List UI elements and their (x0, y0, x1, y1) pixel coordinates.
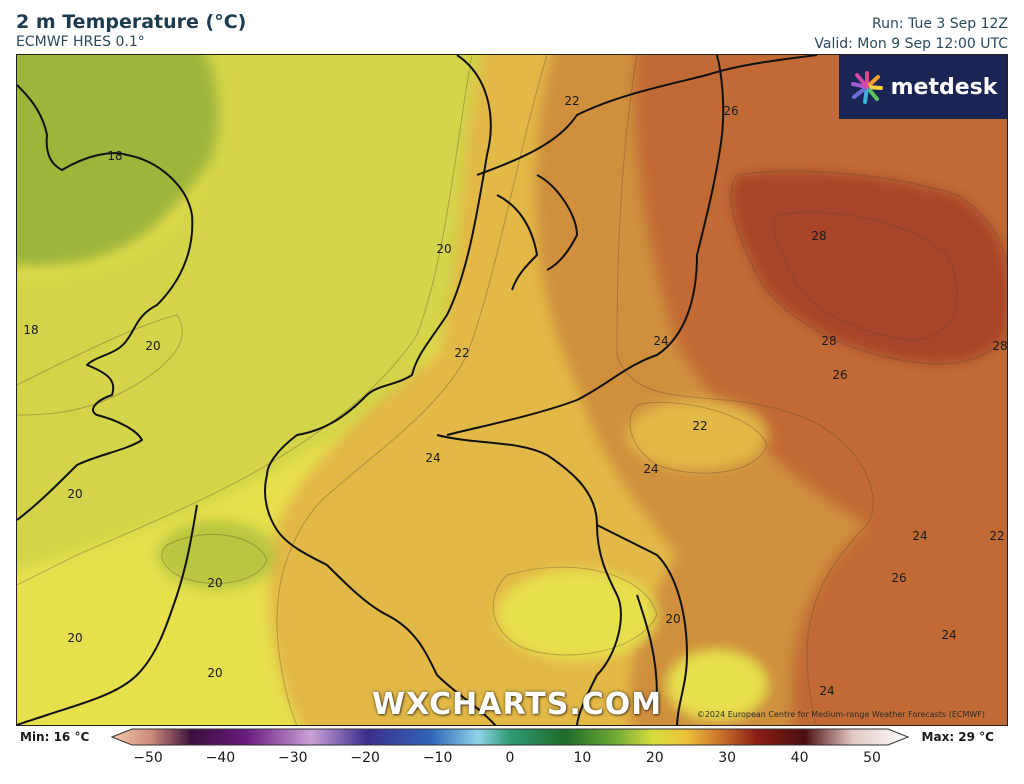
scale-tick-label: 20 (645, 750, 664, 766)
color-scale-bar (110, 728, 910, 746)
contour-label: 20 (436, 242, 451, 256)
contour-label: 24 (819, 684, 834, 698)
contour-label: 22 (454, 346, 469, 360)
scale-tick-label: 0 (505, 750, 515, 766)
contour-label: 20 (665, 612, 680, 626)
contour-label: 20 (67, 487, 82, 501)
contour-label: 24 (425, 451, 440, 465)
scale-tick-label: −30 (278, 750, 308, 766)
model-name: ECMWF HRES 0.1° (16, 34, 145, 50)
scale-tick-label: 50 (863, 750, 881, 766)
contour-label: 24 (912, 529, 927, 543)
contour-labels: 22 26 18 28 20 18 20 22 24 28 28 26 22 24 24 20 24 22 20 26… (23, 94, 1007, 698)
contour-label: 28 (811, 229, 826, 243)
valid-time: Valid: Mon 9 Sep 12:00 UTC (814, 36, 1008, 52)
min-temperature: Min: 16 °C (20, 730, 90, 744)
contour-label: 18 (107, 149, 122, 163)
run-time: Run: Tue 3 Sep 12Z (872, 16, 1008, 32)
contour-label: 24 (653, 334, 668, 348)
contour-label: 26 (723, 104, 738, 118)
contour-label: 22 (989, 529, 1004, 543)
contour-label: 20 (145, 339, 160, 353)
contour-label: 20 (67, 631, 82, 645)
scale-tick-label: −40 (205, 750, 236, 766)
temperature-map[interactable]: 22 26 18 28 20 18 20 22 24 28 28 26 22 24 24 20 24 22 20 26… (16, 54, 1008, 726)
chart-header: 2 m Temperature (°C) ECMWF HRES 0.1° (16, 10, 246, 51)
metdesk-wordmark: metdesk (890, 74, 998, 100)
coastlines-borders (17, 55, 818, 725)
contour-label: 24 (643, 462, 658, 476)
color-scale-legend: Min: 16 °C Max: 29 °C −50 −40 −30 −20 −10 0 10… (0, 726, 1024, 784)
temperature-field (17, 55, 1007, 725)
contour-label: 24 (941, 628, 956, 642)
contour-label: 26 (891, 571, 906, 585)
contour-label: 28 (992, 339, 1007, 353)
scale-tick-label: 40 (790, 750, 809, 766)
scale-tick-label: −50 (133, 750, 163, 766)
contour-label: 20 (207, 666, 222, 680)
isotherms (17, 55, 1007, 725)
scale-tick-label: 30 (718, 750, 737, 766)
metdesk-logo: metdesk (839, 55, 1007, 119)
max-temperature: Max: 29 °C (921, 730, 994, 744)
chart-title: 2 m Temperature (°C) (16, 11, 247, 33)
scale-tick-label: −10 (422, 750, 453, 766)
scale-tick-label: 10 (573, 750, 592, 766)
contour-label: 28 (821, 334, 836, 348)
run-info: Run: Tue 3 Sep 12Z Valid: Mon 9 Sep 12:0… (814, 14, 1008, 54)
contour-label: 22 (564, 94, 579, 108)
map-canvas: 22 26 18 28 20 18 20 22 24 28 28 26 22 24 24 20 24 22 20 26… (17, 55, 1007, 725)
contour-label: 22 (692, 419, 707, 433)
contour-label: 20 (207, 576, 222, 590)
contour-label: 26 (832, 368, 847, 382)
ecmwf-copyright: ©2024 European Centre for Medium-range W… (696, 710, 985, 719)
contour-label: 18 (23, 323, 38, 337)
metdesk-burst-icon (850, 71, 883, 104)
scale-tick-label: −20 (350, 750, 380, 766)
wxcharts-watermark: WXCHARTS.COM (372, 687, 663, 722)
